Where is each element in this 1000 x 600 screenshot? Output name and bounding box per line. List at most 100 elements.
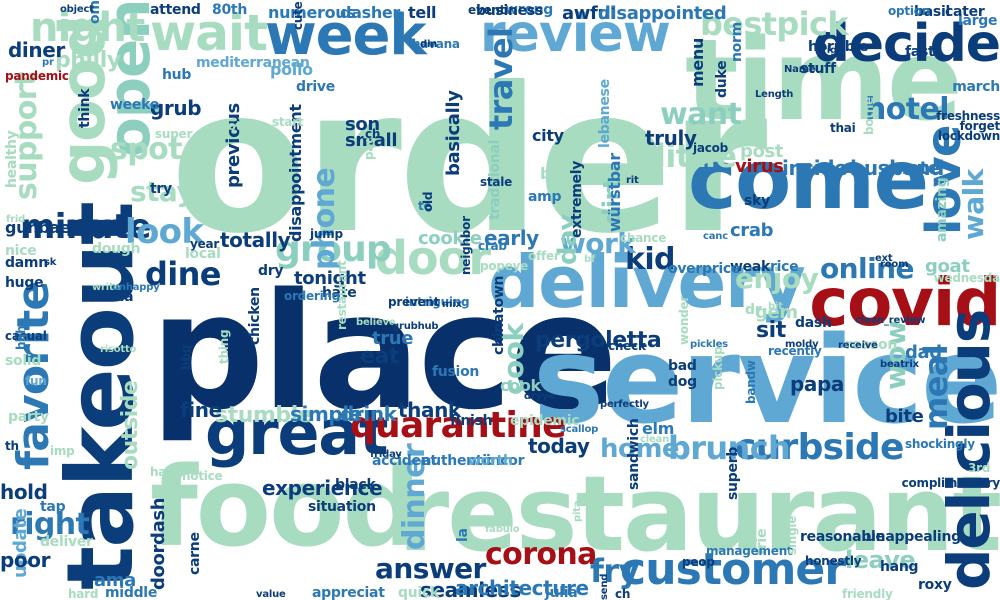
cloud-word: send: [599, 573, 610, 600]
cloud-word: super: [155, 127, 193, 141]
cloud-word: lockdown: [938, 129, 1000, 143]
cloud-word: sky: [744, 193, 770, 209]
cloud-word: prevent: [388, 295, 440, 309]
cloud-word: pickles: [690, 339, 728, 350]
cloud-word: friendly: [842, 587, 893, 600]
cloud-word: use: [334, 145, 358, 159]
cloud-word: situation: [308, 499, 376, 515]
cloud-word: papa: [790, 372, 845, 396]
cloud-word: little: [655, 137, 737, 175]
cloud-word: reasonable: [800, 529, 885, 545]
cloud-word: dash: [795, 315, 832, 331]
cloud-word: würstbar: [605, 153, 624, 232]
cloud-word: try: [150, 181, 172, 197]
cloud-word: crab: [478, 239, 507, 253]
cloud-word: stumble: [215, 403, 313, 428]
cloud-word: mix: [442, 299, 462, 310]
cloud-word: cute: [291, 1, 305, 30]
cloud-word: today: [528, 434, 590, 458]
cloud-word: bestpick: [700, 5, 849, 43]
cloud-word: wait: [150, 4, 268, 62]
cloud-word: bandw: [744, 360, 758, 404]
cloud-word: basil: [914, 4, 950, 20]
cloud-word: outside: [118, 380, 143, 470]
cloud-word: customer: [620, 544, 846, 595]
cloud-word: havana: [412, 37, 460, 51]
cloud-word: dasher: [340, 3, 400, 22]
cloud-word: virus: [735, 156, 784, 177]
cloud-word: party: [8, 409, 49, 425]
cloud-word: weak: [730, 259, 771, 275]
cloud-word: tonight: [294, 268, 366, 289]
cloud-word: spot: [110, 132, 182, 167]
cloud-word: gem: [755, 302, 798, 323]
cloud-word: ext: [875, 253, 893, 264]
cloud-word: march: [952, 79, 1000, 95]
cloud-word: th: [5, 439, 19, 453]
cloud-word: think: [77, 88, 93, 128]
cloud-word: service: [532, 312, 1000, 451]
cloud-word: 3rd: [968, 461, 991, 475]
cloud-word: amazing: [934, 177, 950, 242]
cloud-word: post: [740, 141, 784, 162]
cloud-word: din: [420, 39, 438, 50]
cloud-word: stale: [480, 175, 513, 189]
cloud-word: bad: [668, 358, 697, 374]
cloud-word: poor: [0, 548, 51, 572]
cloud-word: food: [150, 443, 421, 571]
cloud-word: son: [345, 114, 380, 135]
cloud-word: jump: [310, 227, 343, 241]
cloud-word: unhappy: [112, 282, 160, 293]
cloud-word: chinatown: [491, 275, 507, 355]
cloud-word: come: [688, 133, 929, 228]
cloud-word: overprice: [668, 261, 741, 277]
cloud-word: city: [532, 126, 564, 145]
cloud-word: thing: [217, 329, 231, 364]
cloud-word: ordering: [284, 289, 341, 303]
cloud-word: deliver: [40, 534, 93, 550]
cloud-word: jacob: [693, 141, 728, 155]
cloud-word: te: [418, 199, 432, 213]
cloud-word: frid: [6, 214, 26, 225]
cloud-word: sk: [44, 257, 57, 268]
cloud-word: bland: [540, 164, 589, 183]
cloud-word: neighbor: [459, 216, 473, 275]
cloud-word: hub: [162, 67, 192, 83]
cloud-word: thai: [830, 121, 856, 135]
cloud-word: cookie: [418, 228, 482, 249]
cloud-word: dryye: [524, 391, 555, 402]
cloud-word: pickup: [711, 346, 725, 391]
cloud-word: clean: [640, 434, 670, 445]
cloud-word: ch: [615, 587, 631, 600]
cloud-word: Name: [784, 64, 816, 75]
cloud-word: sandwich: [626, 418, 642, 490]
cloud-word: shockingly: [905, 437, 975, 451]
cloud-word: philly: [55, 48, 121, 73]
cloud-word: bf: [584, 254, 596, 265]
cloud-word: online: [820, 252, 914, 285]
cloud-word: restaurant: [397, 453, 1000, 575]
cloud-word: happ: [150, 465, 183, 479]
cloud-word: appreciat: [312, 585, 385, 600]
cloud-word: superb: [725, 446, 741, 500]
cloud-word: nice: [5, 243, 37, 259]
cloud-word: weeke: [110, 97, 159, 113]
cloud-word: fine: [180, 398, 222, 422]
cloud-word: local: [185, 246, 221, 262]
cloud-word: phone: [307, 167, 342, 270]
cloud-word: decide: [812, 14, 1000, 74]
cloud-word: believe: [356, 317, 396, 328]
cloud-word: hate: [322, 285, 357, 301]
cloud-word: business: [476, 3, 544, 19]
cloud-word: grubhub: [392, 321, 439, 332]
cloud-word: Length: [755, 89, 794, 100]
cloud-word: forget: [959, 119, 1000, 133]
cloud-word: check: [608, 339, 646, 353]
cloud-word: simple: [290, 402, 362, 426]
cloud-word: early: [484, 226, 539, 250]
cloud-word: drink: [340, 402, 397, 426]
cloud-word: tell: [408, 3, 437, 22]
cloud-word: roxy: [918, 577, 952, 593]
cloud-word: pr: [42, 57, 54, 68]
cloud-word: wrong: [505, 2, 554, 18]
